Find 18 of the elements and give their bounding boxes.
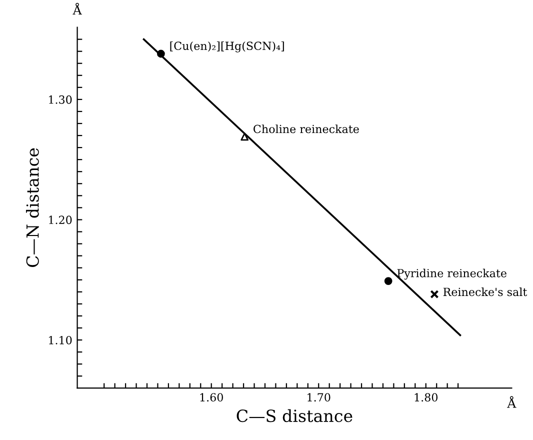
point (384, 277, 392, 285)
y-tick-label: 1.30 (49, 95, 72, 104)
x-tick-label: 1.60 (200, 393, 223, 402)
text: Å (507, 396, 516, 408)
y-tick-label: 1.20 (49, 216, 72, 224)
y-axis-title: C—N distance (26, 148, 39, 267)
series-label: Reinecke's salt (443, 288, 528, 296)
series-label: Pyridine reineckate (397, 268, 506, 280)
x-tick-label: 1.80 (414, 393, 438, 402)
point (430, 290, 439, 299)
text: Å (72, 2, 82, 14)
x-tick-label: 1.70 (308, 393, 330, 402)
point (240, 132, 249, 141)
series-label: Choline reineckate (254, 124, 359, 134)
series-label: [Cu(en)₂][Hg(SCN)₄] (170, 41, 284, 52)
y-tick-label: 1.10 (49, 336, 72, 344)
x-axis-title: C—S distance (236, 409, 352, 422)
point (156, 50, 165, 58)
